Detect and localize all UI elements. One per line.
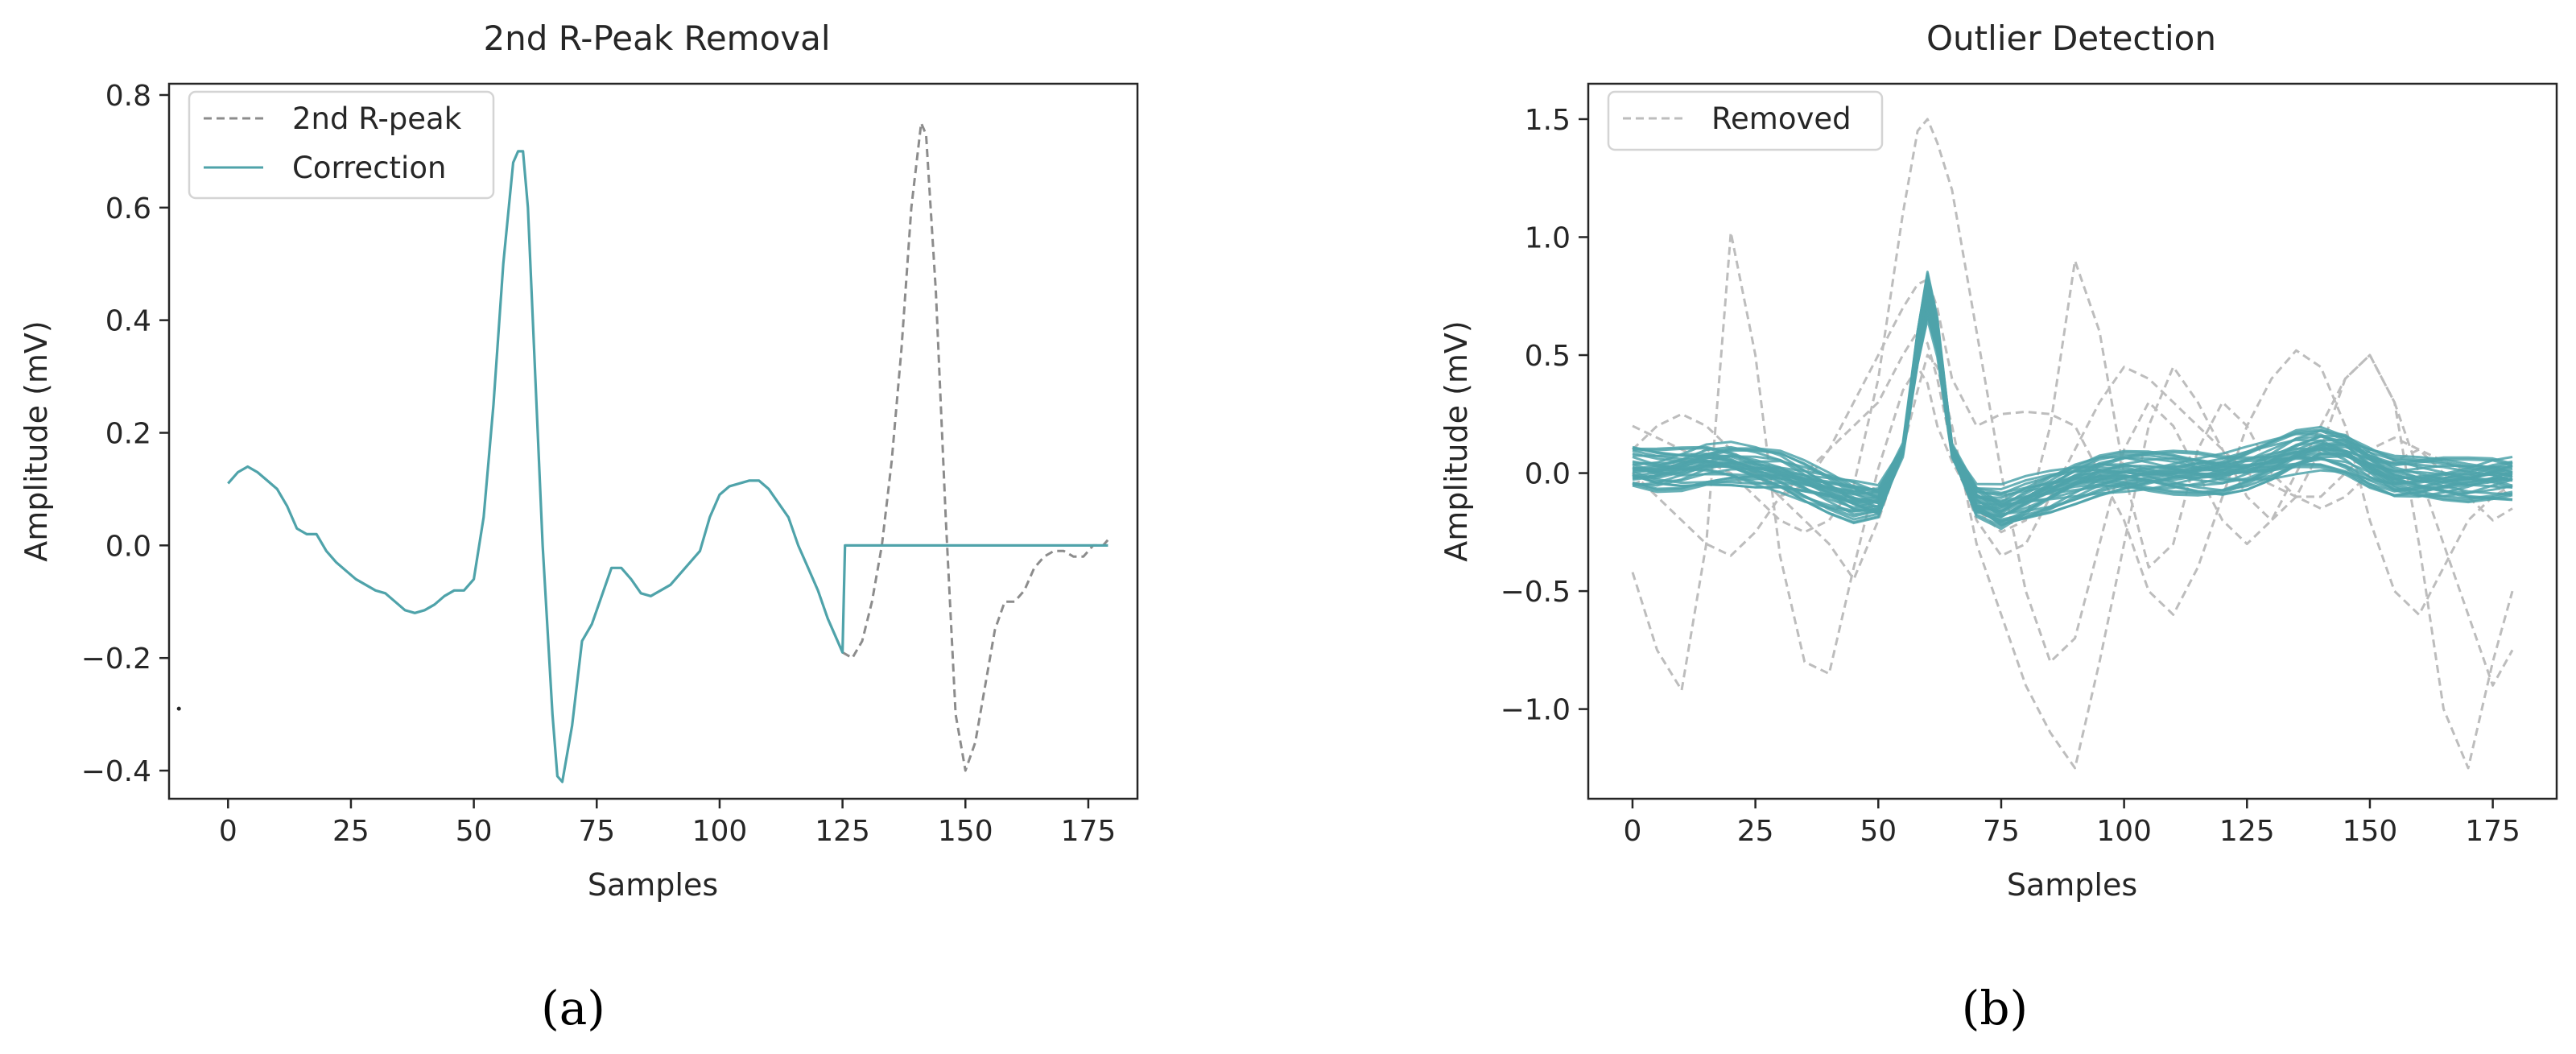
stray-point-mark	[176, 706, 181, 711]
series-kept-line	[1632, 299, 2513, 512]
panel-b-xtick-label: 0	[1624, 815, 1642, 848]
panel-a-legend: 2nd R-peak Correction	[188, 90, 495, 200]
panel-b-axes-frame	[1587, 82, 2558, 800]
panel-a-xtick-label: 25	[332, 815, 369, 848]
legend-removed-label: Removed	[1711, 101, 1852, 136]
series-kept-line	[1632, 293, 2513, 508]
panel-b-legend: Removed	[1607, 90, 1884, 151]
legend-2nd-r-peak-label: 2nd R-peak	[292, 101, 462, 136]
panel-b-ytick-label: −0.5	[1501, 576, 1571, 609]
panel-a-ytick-label: 0.6	[105, 192, 151, 225]
panel-b-xtick-label: 100	[2096, 815, 2152, 848]
panel-b-caption: (b)	[1962, 981, 2028, 1035]
panel-b-ytick-label: −1.0	[1501, 694, 1571, 727]
panel-a-chart: 2nd R-Peak Removal 0 25 50 75 100 125 150 175 −…	[19, 19, 1139, 1035]
panel-b-xlabel: Samples	[2007, 867, 2137, 903]
series-correction-line	[227, 150, 1108, 783]
series-kept-line	[1632, 280, 2513, 514]
panel-b-xtick-label: 150	[2343, 815, 2398, 848]
panel-b-ytick-label: 0.0	[1525, 458, 1571, 491]
panel-a-xtick-label: 75	[578, 815, 615, 848]
panel-a-xtick-label: 0	[219, 815, 237, 848]
panel-a-ytick-label: −0.2	[81, 643, 151, 676]
panel-b-xtick-label: 125	[2219, 815, 2275, 848]
series-kept-line	[1632, 308, 2513, 526]
series-removed-line	[1632, 353, 2514, 770]
panel-b-xtick-label: 75	[1983, 815, 2020, 848]
panel-a-ytick-label: 0.8	[105, 80, 151, 113]
panel-b-xtick-label: 50	[1860, 815, 1897, 848]
panel-b-ytick-label: 1.5	[1525, 104, 1571, 137]
series-2nd-r-peak-line	[841, 122, 1109, 772]
panel-a-ytick-label: 0.4	[105, 305, 151, 338]
panel-a-xtick-label: 175	[1061, 815, 1117, 848]
legend-correction-label: Correction	[292, 151, 446, 185]
panel-a-caption: (a)	[541, 981, 605, 1035]
panel-b-xtick-label: 175	[2465, 815, 2520, 848]
panel-a-ytick-label: −0.4	[81, 755, 151, 788]
panel-a-axes-frame	[167, 82, 1139, 800]
panel-a-ytick-label: 0.0	[105, 530, 151, 563]
series-kept-line	[1632, 278, 2513, 502]
panel-a-xtick-label: 125	[815, 815, 870, 848]
panel-b-chart: Outlier Detection 0 25 50 75 100 125 150 175 −1…	[1439, 19, 2558, 1035]
panel-a-title: 2nd R-Peak Removal	[483, 19, 830, 58]
panel-b-title: Outlier Detection	[1926, 19, 2216, 58]
panel-a-ytick-label: 0.2	[105, 418, 151, 451]
panel-b-ytick-label: 1.0	[1525, 221, 1571, 254]
panel-b-ylabel: Amplitude (mV)	[1439, 320, 1474, 561]
panel-a-xtick-label: 50	[456, 815, 493, 848]
panel-a-ylabel: Amplitude (mV)	[19, 320, 54, 561]
panel-a-xtick-label: 150	[938, 815, 993, 848]
series-kept-line	[1632, 272, 2513, 527]
panel-b-xtick-label: 25	[1737, 815, 1774, 848]
panel-a-xtick-label: 100	[692, 815, 748, 848]
series-removed-line	[1631, 278, 2513, 616]
panel-a-xlabel: Samples	[588, 867, 718, 903]
panel-b-ytick-label: 0.5	[1525, 340, 1571, 373]
